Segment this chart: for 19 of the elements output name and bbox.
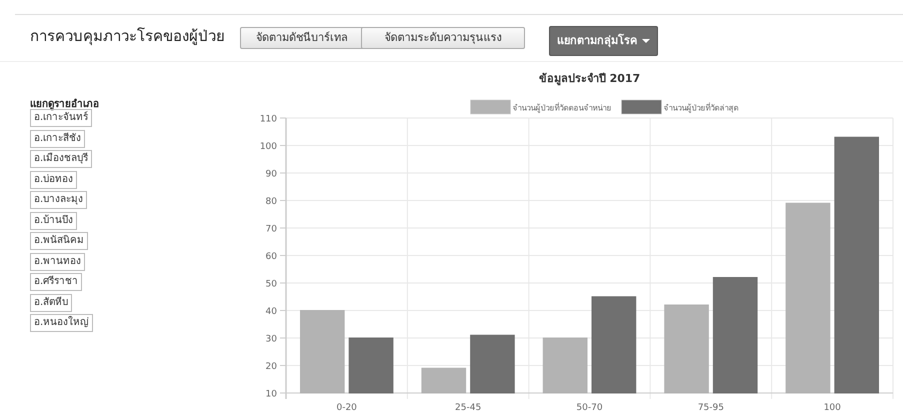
text: อ.บางละมุง [30, 191, 88, 209]
text: อ.เกาะสีชัง [30, 130, 86, 148]
text: อ.บ้านบึง [30, 212, 78, 230]
text: อ.พนัสนิคม [30, 232, 88, 250]
text: อ.หนองใหญ่ [30, 314, 94, 332]
text: จัดตามดัชนีบาร์เทล [240, 27, 364, 49]
chart-title: ข้อมูลประจำปี 2017 [538, 72, 640, 86]
legend-label: จำนวนผู้ป่วยที่วัดตอนจำหน่าย [512, 102, 612, 114]
text: อ.เมืองชลบุรี [30, 150, 92, 168]
text: จัดตามระดับความรุนแรง [361, 27, 525, 49]
text: การควบคุมภาวะโรคของผู้ป่วย [30, 26, 225, 48]
text: อ.สัตหีบ [30, 294, 72, 312]
text: แยกดูรายอำเภอ [30, 98, 99, 110]
text: อ.บ่อทอง [30, 170, 78, 188]
text: แยกตามกลุ่มโรค [549, 26, 658, 56]
text: อ.เกาะจันทร์ [30, 109, 92, 127]
text: อ.พานทอง [30, 252, 86, 270]
text: อ.ศรีราชา [30, 273, 82, 291]
legend-label: จำนวนผู้ป่วยที่วัดล่าสุด [664, 102, 738, 114]
